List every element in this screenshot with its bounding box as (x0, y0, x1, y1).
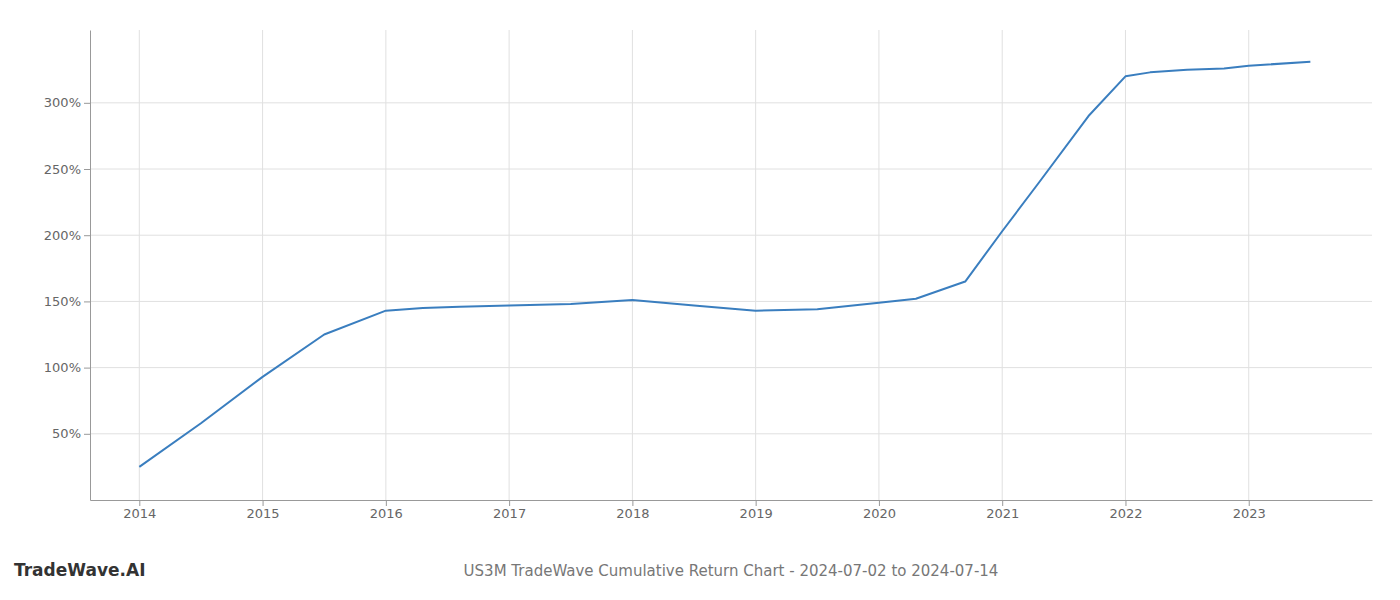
x-tick-mark (879, 500, 880, 506)
grid-line-x (139, 30, 140, 500)
grid-line-x (1125, 30, 1126, 500)
x-tick-label: 2022 (1109, 506, 1142, 521)
y-tick-mark (84, 368, 90, 369)
y-tick-label: 300% (44, 95, 81, 110)
grid (90, 30, 1372, 500)
grid-line-x (632, 30, 633, 500)
x-tick: 2015 (247, 500, 280, 521)
y-tick: 250% (44, 162, 90, 177)
y-axis-line (90, 31, 91, 501)
x-tick-label: 2019 (740, 506, 773, 521)
x-tick-mark (1125, 500, 1126, 506)
x-tick-mark (1002, 500, 1003, 506)
y-tick: 100% (44, 360, 90, 375)
x-tick: 2023 (1233, 500, 1266, 521)
y-tick-label: 50% (52, 426, 81, 441)
x-tick: 2022 (1109, 500, 1142, 521)
y-tick-mark (84, 103, 90, 104)
x-axis-line (91, 500, 1373, 501)
y-tick: 200% (44, 228, 90, 243)
x-tick-label: 2018 (616, 506, 649, 521)
x-tick-label: 2020 (863, 506, 896, 521)
grid-line-x (755, 30, 756, 500)
x-tick-label: 2021 (986, 506, 1019, 521)
y-tick-mark (84, 169, 90, 170)
y-tick-label: 250% (44, 162, 81, 177)
x-tick-mark (756, 500, 757, 506)
x-tick-label: 2014 (123, 506, 156, 521)
x-tick-mark (509, 500, 510, 506)
x-tick-mark (263, 500, 264, 506)
y-tick: 50% (52, 426, 90, 441)
watermark: TradeWave.AI (14, 560, 145, 580)
grid-line-y (90, 367, 1372, 368)
chart: 2014 2015 2016 2017 2018 2019 2020 2021 2022 2023… (0, 0, 1400, 600)
grid-line-y (90, 169, 1372, 170)
x-tick: 2020 (863, 500, 896, 521)
y-tick-label: 100% (44, 360, 81, 375)
grid-line-y (90, 235, 1372, 236)
x-tick-label: 2017 (493, 506, 526, 521)
y-tick: 300% (44, 95, 90, 110)
grid-line-y (90, 102, 1372, 103)
grid-line-y (90, 433, 1372, 434)
y-tick-mark (84, 434, 90, 435)
x-tick-mark (632, 500, 633, 506)
grid-line-y (90, 301, 1372, 302)
x-tick: 2021 (986, 500, 1019, 521)
x-axis: 2014 2015 2016 2017 2018 2019 2020 2021 2022 2023 (91, 500, 1373, 521)
x-tick: 2016 (370, 500, 403, 521)
y-tick: 150% (44, 294, 90, 309)
y-tick-mark (84, 235, 90, 236)
grid-line-x (878, 30, 879, 500)
x-tick-label: 2016 (370, 506, 403, 521)
data-line (139, 62, 1310, 467)
grid-line-x (385, 30, 386, 500)
y-axis: 50% 100% 150% 200% 250% 300% (44, 31, 91, 501)
grid-line-x (1248, 30, 1249, 500)
y-tick-label: 200% (44, 228, 81, 243)
plot-area (139, 62, 1310, 467)
x-tick-label: 2023 (1233, 506, 1266, 521)
x-tick: 2017 (493, 500, 526, 521)
x-tick-mark (386, 500, 387, 506)
x-tick-mark (1249, 500, 1250, 506)
x-tick: 2014 (123, 500, 156, 521)
grid-line-x (1002, 30, 1003, 500)
y-tick-mark (84, 301, 90, 302)
y-tick-label: 150% (44, 294, 81, 309)
grid-line-x (262, 30, 263, 500)
chart-title: US3M TradeWave Cumulative Return Chart -… (464, 562, 999, 580)
x-tick-label: 2015 (247, 506, 280, 521)
x-tick: 2018 (616, 500, 649, 521)
x-tick: 2019 (740, 500, 773, 521)
grid-line-x (509, 30, 510, 500)
x-tick-mark (139, 500, 140, 506)
